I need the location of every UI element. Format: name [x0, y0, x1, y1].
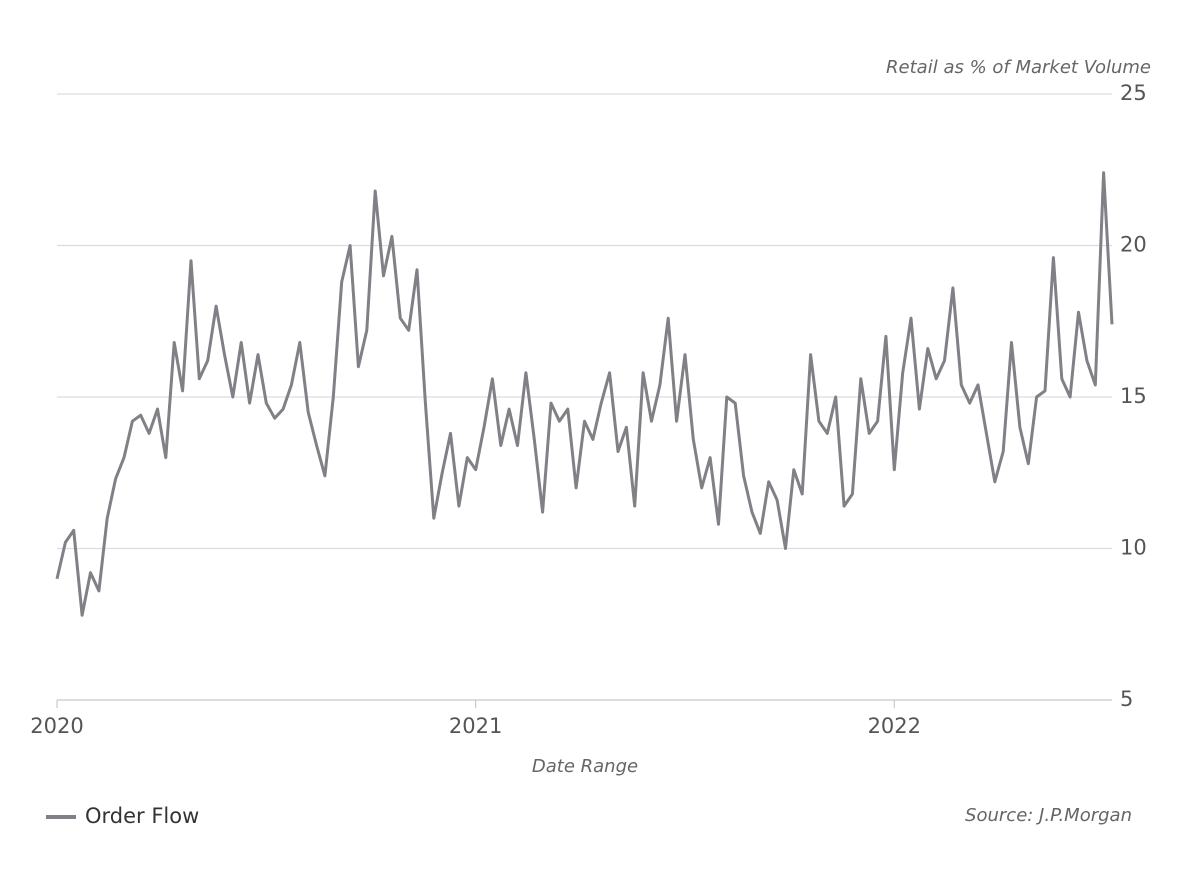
- y-tick-label: 20: [1120, 233, 1147, 257]
- data-line: [55, 171, 1114, 617]
- y-tick-label: 5: [1120, 687, 1133, 711]
- y-tick-label: 10: [1120, 536, 1147, 560]
- legend-label: Order Flow: [85, 804, 199, 828]
- source: Source: J.P.Morgan: [965, 805, 1132, 826]
- y-axis-label: Retail as % of Market Volume: [886, 57, 1151, 78]
- x-tick-label: 2021: [449, 714, 502, 738]
- y-tick-label: 15: [1120, 384, 1147, 408]
- x-tick-label: 2022: [868, 714, 921, 738]
- y-tick-label: 25: [1120, 81, 1147, 105]
- x-tick-label: 2020: [30, 714, 83, 738]
- x-axis-label: Date Range: [532, 756, 638, 777]
